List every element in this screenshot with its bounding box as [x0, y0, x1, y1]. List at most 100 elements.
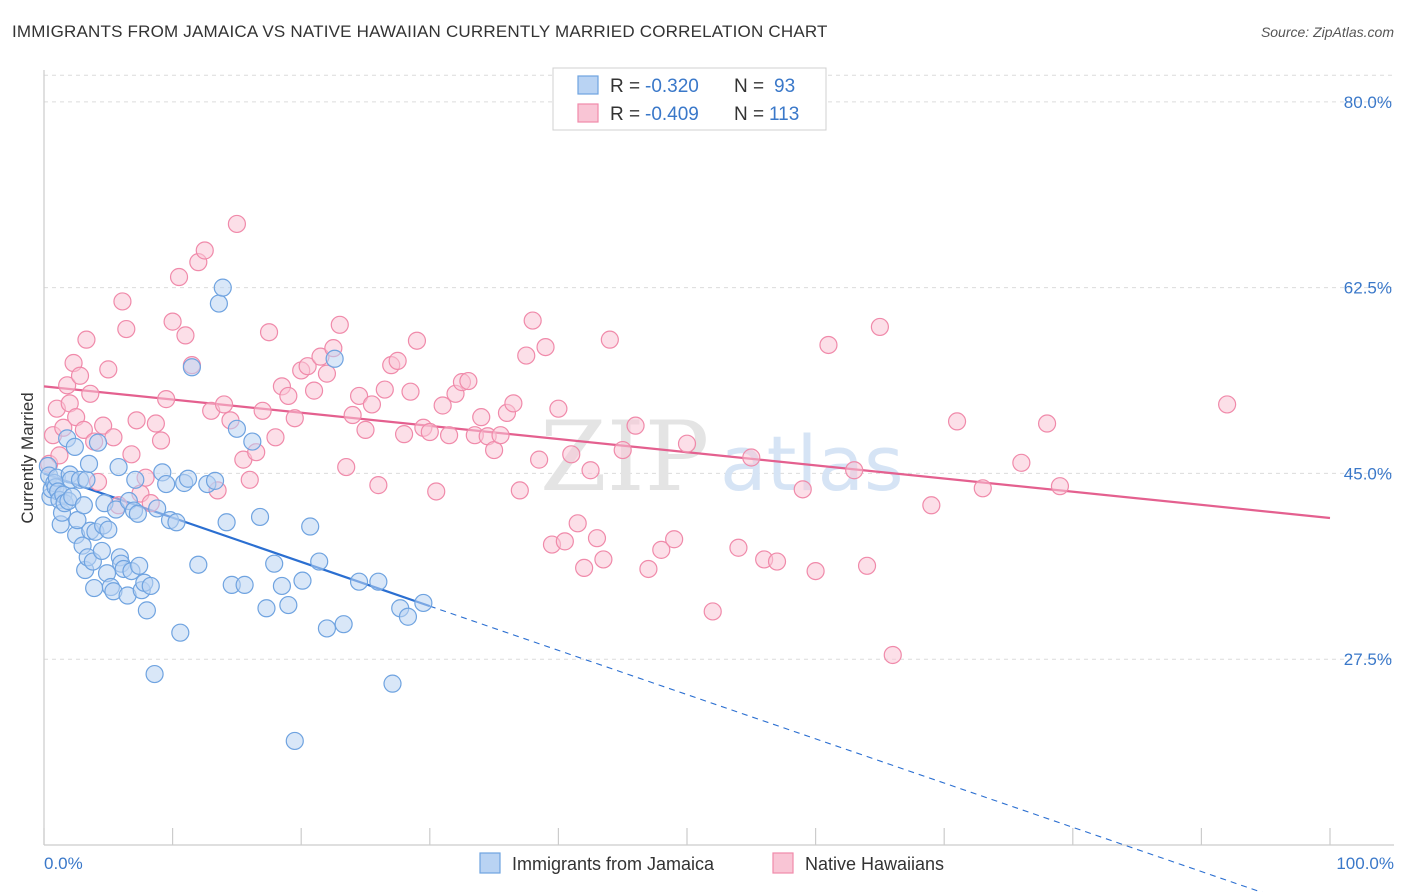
data-point — [214, 395, 234, 414]
data-point — [285, 409, 304, 428]
data-point — [401, 382, 420, 401]
data-point — [857, 556, 877, 575]
data-point — [433, 396, 452, 415]
data-point — [151, 431, 171, 450]
data-point — [74, 420, 93, 439]
data-point — [427, 482, 446, 501]
y-tick-labels: 27.5% 45.0% 62.5% 80.0% — [1344, 93, 1392, 669]
data-point — [510, 481, 529, 500]
data-point — [250, 507, 270, 527]
data-point — [530, 450, 549, 469]
y-tick-label: 27.5% — [1344, 650, 1392, 669]
data-point — [94, 416, 113, 435]
data-point — [240, 470, 259, 489]
chart-title: IMMIGRANTS FROM JAMAICA VS NATIVE HAWAII… — [12, 22, 828, 41]
y-tick-label: 45.0% — [1344, 464, 1392, 483]
data-point — [227, 214, 246, 234]
data-point — [562, 445, 581, 464]
data-point — [146, 414, 165, 433]
data-point — [330, 315, 349, 334]
data-point — [652, 540, 671, 559]
data-point — [349, 572, 369, 591]
data-point — [504, 394, 523, 413]
data-point — [793, 480, 812, 499]
data-point — [259, 323, 279, 342]
data-point — [257, 599, 276, 618]
data-point — [819, 335, 838, 355]
data-point — [74, 496, 93, 515]
data-point — [581, 461, 600, 480]
data-point — [568, 514, 587, 533]
data-point — [1050, 477, 1070, 496]
stats-swatch-jamaica — [577, 75, 599, 95]
legend: Immigrants from Jamaica Native Hawaiians — [479, 852, 944, 874]
data-point — [472, 408, 491, 427]
data-point — [81, 384, 100, 403]
data-point — [383, 674, 402, 693]
data-point — [922, 496, 941, 515]
data-point — [50, 446, 69, 465]
data-point — [227, 419, 246, 438]
stats-r-label-hawaiian: R = — [610, 104, 640, 125]
stats-n-label-hawaiian: N = — [734, 104, 764, 125]
data-point — [99, 520, 118, 539]
data-point — [58, 376, 77, 395]
data-point — [1037, 414, 1057, 433]
data-point — [343, 405, 362, 425]
data-point — [157, 390, 176, 409]
data-point — [195, 241, 214, 260]
data-point — [310, 552, 329, 571]
data-point — [189, 555, 208, 574]
data-point — [337, 457, 356, 477]
data-point — [317, 364, 337, 383]
data-point — [209, 294, 228, 313]
data-point — [870, 317, 890, 337]
data-point — [555, 532, 574, 551]
data-point — [113, 292, 132, 311]
data-point — [137, 601, 156, 620]
chart-source: Source: ZipAtlas.com — [1260, 24, 1394, 40]
series-native-hawaiians-points — [40, 214, 1237, 665]
data-point — [665, 530, 684, 549]
data-point — [99, 360, 118, 379]
stats-r-label-jamaica: R = — [610, 76, 640, 97]
legend-swatch-hawaiian — [772, 852, 794, 874]
data-point — [106, 500, 126, 519]
legend-swatch-jamaica — [479, 852, 501, 874]
data-point — [947, 412, 967, 431]
data-point — [703, 602, 722, 621]
data-point — [167, 513, 186, 532]
y-tick-label: 80.0% — [1344, 93, 1392, 112]
data-point — [677, 434, 697, 453]
data-point — [398, 607, 418, 626]
data-point — [317, 619, 337, 638]
data-point — [279, 595, 298, 615]
data-point — [334, 615, 353, 634]
data-point — [845, 461, 864, 480]
data-point — [272, 576, 292, 596]
x-tick-label-min: 0.0% — [44, 854, 83, 873]
data-point — [369, 476, 388, 495]
data-point — [178, 469, 198, 488]
data-point — [304, 381, 324, 400]
data-point — [973, 479, 992, 498]
data-point — [130, 556, 149, 575]
data-point — [70, 366, 90, 385]
stats-n-label-jamaica: N = — [734, 76, 764, 97]
data-point — [613, 440, 632, 460]
data-point — [349, 386, 369, 406]
data-point — [65, 437, 84, 456]
y-tick-label: 62.5% — [1344, 279, 1392, 298]
data-point — [92, 541, 111, 561]
data-point — [285, 731, 304, 751]
data-point — [163, 312, 182, 331]
legend-label-hawaiian: Native Hawaiians — [805, 854, 944, 874]
data-point — [536, 337, 555, 357]
gridlines — [44, 74, 1394, 660]
data-point — [117, 319, 136, 339]
data-point — [253, 401, 272, 420]
data-point — [388, 351, 407, 370]
x-tick-label-max: 100.0% — [1336, 854, 1394, 873]
series-jamaica-points — [38, 278, 433, 751]
data-point — [491, 426, 510, 445]
